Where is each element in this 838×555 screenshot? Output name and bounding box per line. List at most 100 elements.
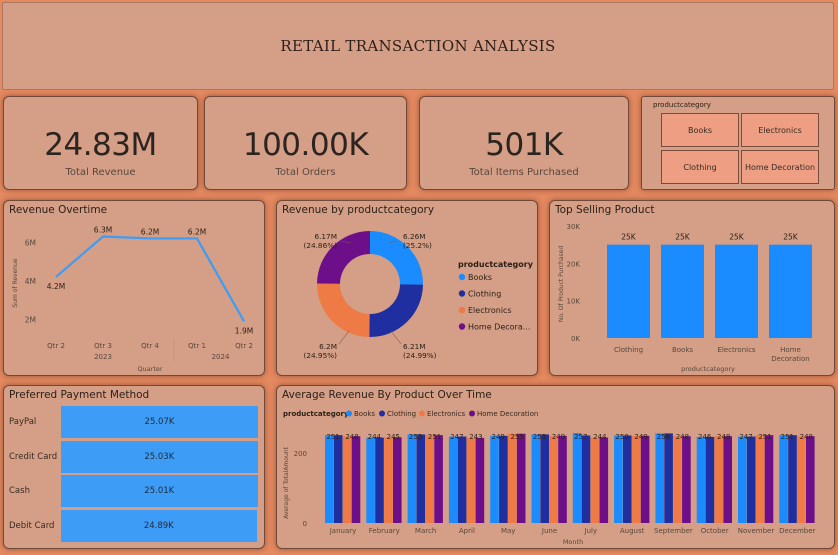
bar[interactable] — [797, 436, 806, 523]
legend-entry[interactable]: Books — [468, 273, 492, 282]
top-selling-card[interactable]: Top Selling Product 0K 10K 20K 30K No. Of Pr… — [549, 200, 835, 376]
data-label: 249 — [634, 433, 647, 441]
pie-slice[interactable] — [317, 231, 370, 284]
bar[interactable] — [715, 244, 758, 338]
bar[interactable] — [599, 437, 609, 523]
slicer-option-electronics[interactable]: Electronics — [741, 113, 819, 147]
data-label: 255 — [511, 433, 524, 441]
legend-entry[interactable]: Books — [354, 410, 375, 418]
legend-marker — [379, 410, 385, 417]
bar[interactable] — [434, 435, 443, 523]
slicer-option-books[interactable]: Books — [661, 113, 739, 147]
bar[interactable] — [384, 437, 393, 523]
bar[interactable] — [738, 436, 747, 523]
bar[interactable] — [457, 436, 467, 523]
revenue-overtime-card[interactable]: Revenue Overtime Sum of Revenue 2M 4M 6M 4.… — [3, 200, 265, 376]
payment-method-bar[interactable]: 24.89K — [61, 509, 257, 542]
bar[interactable] — [549, 435, 558, 523]
bar[interactable] — [393, 437, 402, 523]
bar[interactable] — [508, 433, 517, 523]
kpi-total-revenue[interactable]: 24.83M Total Revenue — [3, 96, 198, 190]
data-label: 251 — [428, 433, 441, 441]
payment-method-card[interactable]: Preferred Payment Method PayPal 25.07K Cre… — [3, 385, 265, 549]
legend-entry[interactable]: Home Decora... — [468, 323, 530, 332]
data-label: 248 — [345, 433, 358, 441]
bar[interactable] — [590, 437, 600, 523]
payment-method-bar[interactable]: 25.01K — [61, 475, 258, 507]
x-tick-label: January — [329, 527, 357, 535]
bar[interactable] — [581, 435, 591, 524]
bar[interactable] — [333, 435, 343, 523]
y-tick-label: 200 — [294, 450, 307, 458]
bar[interactable] — [516, 433, 526, 523]
data-label: 25K — [783, 233, 799, 242]
bar[interactable] — [664, 433, 673, 523]
bar[interactable] — [490, 435, 499, 523]
data-label: 248 — [800, 433, 813, 441]
pie-slice[interactable] — [370, 231, 423, 285]
bar[interactable] — [416, 434, 426, 523]
bar[interactable] — [375, 437, 384, 523]
kpi-total-orders[interactable]: 100.00K Total Orders — [204, 96, 407, 190]
y-tick-label: 0 — [303, 520, 307, 528]
bar[interactable] — [499, 435, 508, 523]
y-tick-label: 4M — [25, 277, 36, 286]
legend-entry[interactable]: Home Decoration — [477, 410, 538, 418]
bar[interactable] — [705, 436, 715, 523]
bar[interactable] — [723, 436, 732, 523]
bar[interactable] — [366, 437, 375, 523]
legend-marker — [458, 306, 466, 314]
bar[interactable] — [682, 436, 691, 523]
bar[interactable] — [540, 434, 549, 523]
x-tick-label: Decoration — [771, 355, 809, 363]
payment-method-label: Debit Card — [9, 520, 55, 531]
bar[interactable] — [714, 436, 724, 523]
bar[interactable] — [746, 436, 756, 523]
dashboard-title: RETAIL TRANSACTION ANALYSIS — [280, 37, 556, 55]
bar[interactable] — [640, 435, 650, 523]
bar[interactable] — [572, 433, 582, 523]
bar[interactable] — [661, 244, 704, 338]
avg-revenue-card[interactable]: Average Revenue By Product Over Time pro… — [276, 385, 835, 549]
bar[interactable] — [779, 435, 788, 523]
pie-slice[interactable] — [369, 284, 423, 337]
bar[interactable] — [351, 436, 361, 523]
payment-method-bar[interactable]: 25.07K — [61, 406, 258, 438]
payment-method-bar[interactable]: 25.03K — [61, 440, 258, 473]
pie-slice[interactable] — [317, 283, 370, 337]
bar[interactable] — [614, 435, 623, 524]
bar[interactable] — [342, 436, 352, 523]
bar[interactable] — [607, 244, 650, 338]
legend-entry[interactable]: Electronics — [468, 306, 512, 315]
data-label: 6.2M — [188, 227, 206, 236]
legend-entry[interactable]: Clothing — [387, 410, 416, 418]
slicer-option-home-decoration[interactable]: Home Decoration — [741, 150, 819, 184]
bar[interactable] — [806, 436, 815, 523]
bar[interactable] — [558, 435, 567, 523]
bar[interactable] — [655, 433, 664, 523]
data-label: 251 — [758, 433, 771, 441]
bar[interactable] — [407, 434, 417, 523]
kpi-total-items[interactable]: 501K Total Items Purchased — [419, 96, 629, 190]
bar[interactable] — [325, 435, 334, 523]
bar[interactable] — [788, 435, 797, 523]
slice-label-percent: (24.99%) — [403, 351, 437, 360]
bar[interactable] — [466, 437, 476, 523]
revenue-by-category-card[interactable]: Revenue by productcategory 6.26M (25.2%) 6… — [276, 200, 538, 376]
productcategory-slicer: productcategory Books Electronics Clothi… — [641, 96, 835, 190]
bar[interactable] — [769, 244, 812, 338]
bar[interactable] — [425, 435, 434, 523]
bar[interactable] — [475, 437, 485, 523]
bar[interactable] — [764, 435, 774, 523]
bar[interactable] — [448, 436, 458, 523]
bar[interactable] — [696, 436, 706, 523]
bar[interactable] — [531, 434, 541, 523]
bar[interactable] — [631, 435, 641, 523]
bar[interactable] — [623, 435, 632, 524]
bar[interactable] — [755, 435, 765, 523]
data-label: 1.9M — [235, 326, 253, 335]
legend-entry[interactable]: Electronics — [427, 410, 466, 418]
legend-entry[interactable]: Clothing — [468, 290, 501, 299]
bar[interactable] — [673, 436, 682, 523]
slicer-option-clothing[interactable]: Clothing — [661, 150, 739, 184]
